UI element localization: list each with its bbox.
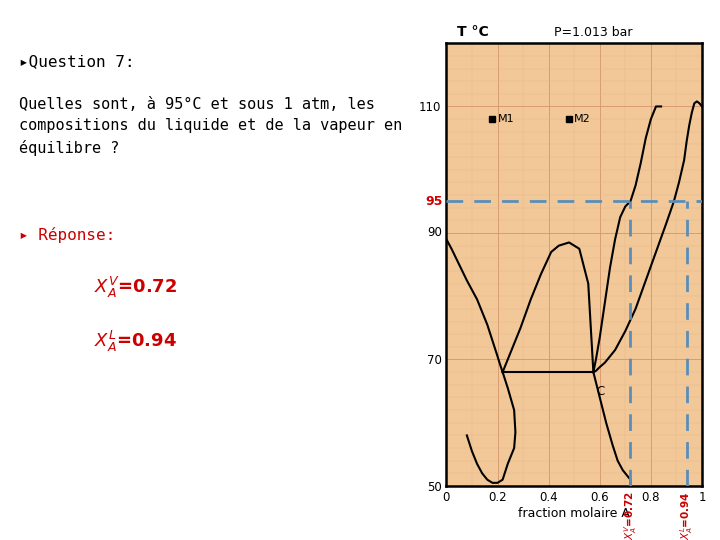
Text: $X_A^L$=0.94: $X_A^L$=0.94 [94, 329, 177, 354]
Text: M1: M1 [498, 114, 514, 124]
Text: ▸Question 7:: ▸Question 7: [19, 54, 135, 69]
Text: 95: 95 [426, 195, 443, 208]
Text: T °C: T °C [456, 25, 488, 39]
Text: ▸ Réponse:: ▸ Réponse: [19, 227, 115, 243]
X-axis label: fraction molaire A: fraction molaire A [518, 507, 630, 519]
Text: $X_A^L$=0.94: $X_A^L$=0.94 [678, 491, 695, 540]
Text: $X_A^V$=0.72: $X_A^V$=0.72 [622, 491, 639, 540]
Text: P=1.013 bar: P=1.013 bar [554, 26, 632, 39]
Text: M2: M2 [575, 114, 591, 124]
Text: 90: 90 [428, 226, 443, 239]
Text: C: C [596, 385, 604, 398]
Text: $X_A^V$=0.72: $X_A^V$=0.72 [94, 275, 178, 300]
Text: Quelles sont, à 95°C et sous 1 atm, les
compositions du liquide et de la vapeur : Quelles sont, à 95°C et sous 1 atm, les … [19, 97, 402, 156]
